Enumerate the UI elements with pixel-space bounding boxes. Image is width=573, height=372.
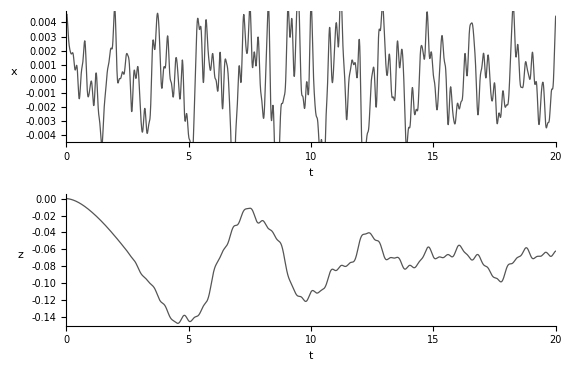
Y-axis label: x: x (11, 67, 18, 77)
X-axis label: t: t (309, 351, 313, 361)
X-axis label: t: t (309, 168, 313, 178)
Y-axis label: z: z (18, 250, 23, 260)
